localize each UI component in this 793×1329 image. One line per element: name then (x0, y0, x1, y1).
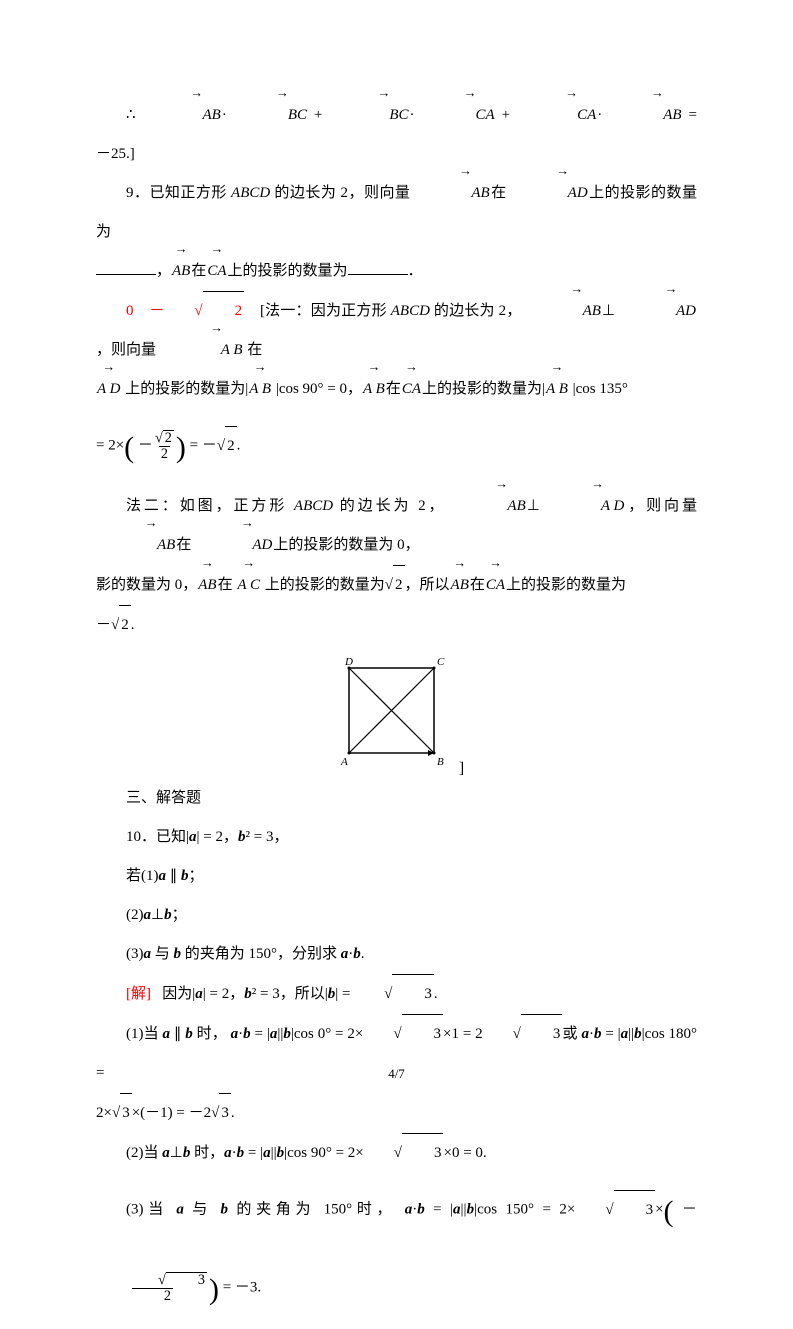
label-b: B (437, 756, 444, 768)
vec-ab-wide: →A B (362, 370, 386, 409)
answer-0: 0 (126, 303, 134, 319)
blank-2 (348, 259, 408, 275)
case-2: (2)当 a⊥b 时，a·b = |a||b|cos 90° = 2×√3×0 … (96, 1133, 697, 1173)
vec-ab: →AB (96, 526, 176, 565)
square-diagram: D C A B (329, 653, 459, 773)
vec-ab-2: →AB (602, 96, 682, 135)
answer-neg-sqrt2: －√2 (149, 303, 244, 319)
vec-ab: →AB (171, 252, 191, 291)
question-9: 9．已知正方形 ABCD 的边长为 2，则向量→AB在→AD上的投影的数量为 (96, 174, 697, 252)
label-c: C (437, 656, 445, 668)
solution-9b-line3: －√2. (96, 605, 697, 645)
vec-ad: →AD (507, 174, 589, 213)
vec-ac-wide: →A C (236, 566, 261, 605)
vec-ca-2: →CA (516, 96, 597, 135)
vec-ca: →CA (401, 370, 422, 409)
vec-ab-wide: →A B (545, 370, 569, 409)
solution-tag: [解] (126, 986, 151, 1002)
solution-10-header: [解] 因为|a| = 2，b² = 3，所以|b| = √3. (96, 974, 697, 1014)
figure-square-abcd: D C A B ] (96, 653, 697, 777)
vec-ad-wide: →A D (540, 487, 625, 526)
label-a: A (340, 756, 348, 768)
vec-ab: →AB (142, 96, 222, 135)
vec-ca: →CA (206, 252, 227, 291)
vec-bc: →BC (227, 96, 308, 135)
label-d: D (344, 656, 353, 668)
figure-trail: ] (459, 760, 464, 777)
blank-1 (96, 259, 156, 275)
vec-ad: →AD (615, 292, 697, 331)
solution-9-open: [法一：因为正方形 (260, 303, 391, 319)
case-3: (3)当 a 与 b 的夹角为 150°时， a·b = |a||b|cos 1… (96, 1173, 697, 1329)
vec-ad-wide: →A D (96, 370, 121, 409)
question-10-1: 若(1)a ∥ b； (96, 857, 697, 896)
frac-neg-sqrt3-over-2: √32 (96, 1272, 209, 1304)
page: ∴ →AB·→BC + →BC·→CA + →CA·→AB = －25.] 9．… (0, 0, 793, 1122)
therefore-symbol: ∴ (126, 107, 136, 123)
vec-ab: →AB (446, 487, 526, 526)
vec-ab-wide: →A B (248, 370, 272, 409)
vec-ca: →CA (415, 96, 496, 135)
solution-9-line3: = 2×( －√22) = －√2. (96, 409, 697, 487)
page-number: 4/7 (0, 1066, 793, 1082)
solution-9b: 法二：如图，正方形 ABCD 的边长为 2，→AB⊥→A D，则向量→AB在→A… (96, 487, 697, 565)
vec-ab-wide: →A B (160, 331, 244, 370)
solution-9b-line2: 影的数量为 0，→AB在 →A C 上的投影的数量为√2，所以→AB在→CA上的… (96, 565, 697, 605)
question-10-3: (3)a 与 b 的夹角为 150°，分别求 a·b. (96, 935, 697, 974)
frac-neg-sqrt2-over-2: √22 (153, 430, 176, 462)
vec-ab: →AB (450, 566, 470, 605)
question-10: 10．已知|a| = 2，b² = 3， (96, 818, 697, 857)
vec-ab: →AB (197, 566, 217, 605)
vec-ab: →AB (410, 174, 490, 213)
question-10-2: (2)a⊥b； (96, 896, 697, 935)
vec-ca: →CA (485, 566, 506, 605)
answer-9: 0 －√2 [法一：因为正方形 ABCD 的边长为 2，→AB⊥→AD，则向量 … (96, 291, 697, 370)
question-9-line2: ，→AB在→CA上的投影的数量为． (96, 252, 697, 291)
solution-9-line2: →A D 上的投影的数量为|→A B |cos 90° = 0，→A B在→CA… (96, 370, 697, 409)
section-3-heading: 三、解答题 (96, 779, 697, 818)
equation-top: ∴ →AB·→BC + →BC·→CA + →CA·→AB = －25.] (96, 96, 697, 174)
case-1-line2: 2×√3×(－1) = －2√3. (96, 1093, 697, 1133)
vec-ab: →AB (522, 292, 602, 331)
vec-bc-2: →BC (328, 96, 409, 135)
